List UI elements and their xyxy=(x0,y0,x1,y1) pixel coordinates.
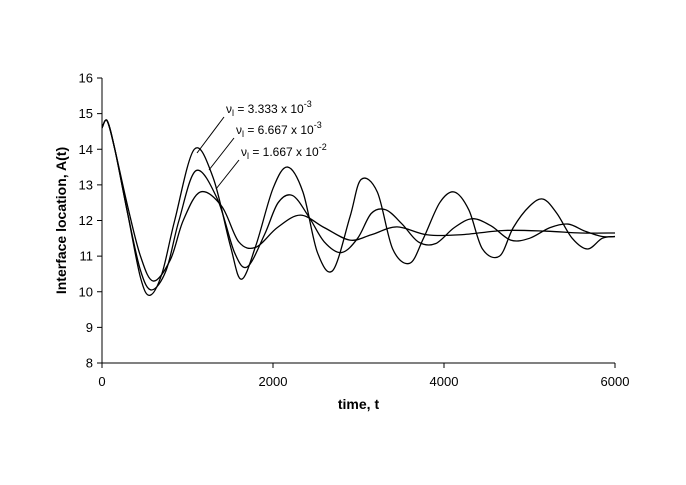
series-label-exponent: -3 xyxy=(314,120,322,130)
y-tick-label: 9 xyxy=(86,320,93,335)
y-tick-label: 10 xyxy=(79,284,93,299)
series-label-1: νl = 3.333 x 10-3 xyxy=(226,99,312,118)
series-label-2: νl = 6.667 x 10-3 xyxy=(236,120,322,139)
annotation-leader-3 xyxy=(215,159,240,190)
y-tick-label: 12 xyxy=(79,213,93,228)
series-line-2 xyxy=(101,119,616,291)
series-label-symbol: ν xyxy=(226,102,232,116)
y-tick-label: 11 xyxy=(80,249,94,264)
series-label-symbol: ν xyxy=(241,145,247,159)
series-label-3: νl = 1.667 x 10-2 xyxy=(241,142,327,161)
series-label-value: = 1.667 x 10 xyxy=(249,145,319,159)
x-tick-label: 4000 xyxy=(430,374,459,389)
x-tick-label: 2000 xyxy=(259,374,288,389)
y-tick-label: 15 xyxy=(79,106,93,121)
series-label-exponent: -3 xyxy=(304,99,312,109)
series-annotations: νl = 3.333 x 10-3νl = 6.667 x 10-3νl = 1… xyxy=(196,99,327,190)
y-tick-label: 8 xyxy=(86,356,93,371)
series-label-value: = 3.333 x 10 xyxy=(234,102,304,116)
x-tick-label: 6000 xyxy=(601,374,630,389)
x-axis-title: time, t xyxy=(338,396,380,412)
series-line-3 xyxy=(101,119,616,282)
annotation-leader-1 xyxy=(196,116,225,154)
annotation-leader-2 xyxy=(208,137,235,171)
series-layer xyxy=(101,119,616,296)
series-label-exponent: -2 xyxy=(319,142,327,152)
series-label-symbol: ν xyxy=(236,123,242,137)
series-label-value: = 6.667 x 10 xyxy=(244,123,314,137)
series-label-subscript: l xyxy=(232,108,234,118)
x-tick-label: 0 xyxy=(98,374,105,389)
y-tick-label: 16 xyxy=(79,71,93,86)
series-line-1 xyxy=(101,119,616,296)
series-label-subscript: l xyxy=(242,129,244,139)
y-axis-title: Interface location, A(t) xyxy=(53,147,69,294)
x-ticks: 0 2000 4000 6000 xyxy=(98,363,629,389)
y-ticks: 8 9 10 11 12 13 14 15 16 xyxy=(79,71,102,371)
series-label-subscript: l xyxy=(247,151,249,161)
y-tick-label: 13 xyxy=(79,177,93,192)
y-tick-label: 14 xyxy=(79,142,93,157)
